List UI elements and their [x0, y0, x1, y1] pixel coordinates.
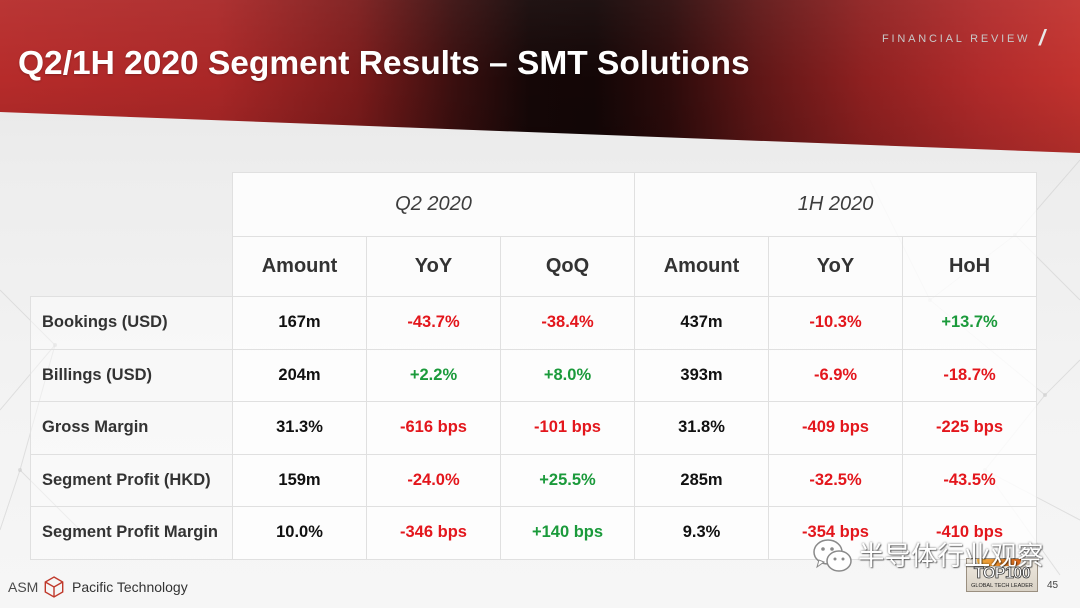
empty-corner-cell — [31, 237, 233, 297]
group-header-q2: Q2 2020 — [231, 172, 636, 237]
row-label-bookings: Bookings (USD) — [30, 296, 233, 350]
table-row-gross-margin: Gross Margin 31.3% -616 bps -101 bps 31.… — [30, 401, 1038, 455]
bookings-1h-amount: 437m — [634, 296, 770, 350]
group-header-row: Q2 2020 1H 2020 — [31, 172, 1038, 237]
row-label-gross-margin: Gross Margin — [30, 401, 233, 455]
bookings-1h-yoy: -10.3% — [768, 296, 904, 350]
column-header-q2-yoy: YoY — [366, 236, 501, 297]
segment-profit-1h-yoy: -32.5% — [768, 453, 904, 507]
cube-icon — [44, 576, 64, 598]
page-title: Q2/1H 2020 Segment Results – SMT Solutio… — [18, 45, 750, 82]
row-label-segment-profit-margin: Segment Profit Margin — [30, 506, 233, 560]
section-label: FINANCIAL REVIEW — [882, 33, 1031, 45]
segment-profit-margin-1h-yoy: -354 bps — [768, 506, 904, 560]
segment-profit-q2-yoy: -24.0% — [366, 453, 501, 507]
column-header-1h-hoh: HoH — [902, 236, 1038, 297]
gross-margin-1h-yoy: -409 bps — [768, 401, 904, 455]
bookings-q2-qoq: -38.4% — [499, 296, 636, 350]
row-label-billings: Billings (USD) — [30, 348, 233, 402]
badge-subtitle: GLOBAL TECH LEADER — [971, 583, 1033, 589]
bookings-q2-yoy: -43.7% — [366, 296, 501, 350]
gross-margin-q2-yoy: -616 bps — [366, 401, 501, 455]
column-header-q2-amount: Amount — [232, 236, 367, 297]
watermark-text: 半导体行业观察 — [858, 541, 1044, 572]
company-name: Pacific Technology — [72, 579, 188, 595]
segment-profit-margin-q2-yoy: -346 bps — [366, 506, 501, 560]
segment-profit-q2-qoq: +25.5% — [499, 453, 636, 507]
column-header-q2-qoq: QoQ — [499, 236, 636, 297]
bookings-q2-amount: 167m — [232, 296, 367, 350]
billings-1h-hoh: -18.7% — [902, 348, 1038, 402]
top100-badge: TOP100 GLOBAL TECH LEADER — [966, 558, 1038, 592]
billings-1h-yoy: -6.9% — [768, 348, 904, 402]
gross-margin-q2-qoq: -101 bps — [499, 401, 636, 455]
wechat-icon — [812, 537, 854, 575]
billings-q2-amount: 204m — [232, 348, 367, 402]
gross-margin-1h-hoh: -225 bps — [902, 401, 1038, 455]
billings-1h-amount: 393m — [634, 348, 770, 402]
segment-profit-margin-q2-qoq: +140 bps — [499, 506, 636, 560]
column-header-1h-amount: Amount — [634, 236, 770, 297]
badge-accent-shape — [977, 559, 1021, 566]
billings-q2-qoq: +8.0% — [499, 348, 636, 402]
segment-profit-q2-amount: 159m — [232, 453, 367, 507]
logo-asm-text: ASM — [8, 579, 39, 595]
page-number: 45 — [1047, 580, 1059, 591]
segment-profit-1h-amount: 285m — [634, 453, 770, 507]
empty-corner-cell — [31, 173, 233, 237]
table-row-segment-profit-margin: Segment Profit Margin 10.0% -346 bps +14… — [30, 506, 1038, 560]
billings-q2-yoy: +2.2% — [366, 348, 501, 402]
segment-profit-margin-1h-amount: 9.3% — [634, 506, 770, 560]
bookings-1h-hoh: +13.7% — [902, 296, 1038, 350]
segment-profit-margin-1h-hoh: -410 bps — [902, 506, 1038, 560]
table-row-segment-profit: Segment Profit (HKD) 159m -24.0% +25.5% … — [30, 453, 1038, 507]
table-row-bookings: Bookings (USD) 167m -43.7% -38.4% 437m -… — [30, 296, 1038, 350]
table-row-billings: Billings (USD) 204m +2.2% +8.0% 393m -6.… — [30, 348, 1038, 402]
gross-margin-q2-amount: 31.3% — [232, 401, 367, 455]
segment-profit-1h-hoh: -43.5% — [902, 453, 1038, 507]
column-header-row: Amount YoY QoQ Amount YoY HoH — [31, 236, 1038, 297]
group-header-1h: 1H 2020 — [634, 172, 1038, 237]
segment-results-table: Q2 2020 1H 2020 Amount YoY QoQ Amount Yo… — [30, 172, 1038, 560]
column-header-1h-yoy: YoY — [768, 236, 904, 297]
badge-title: TOP100 — [973, 565, 1031, 582]
segment-profit-margin-q2-amount: 10.0% — [232, 506, 367, 560]
row-label-segment-profit: Segment Profit (HKD) — [30, 453, 233, 507]
gross-margin-1h-amount: 31.8% — [634, 401, 770, 455]
section-slash-mark: / — [1039, 25, 1046, 50]
